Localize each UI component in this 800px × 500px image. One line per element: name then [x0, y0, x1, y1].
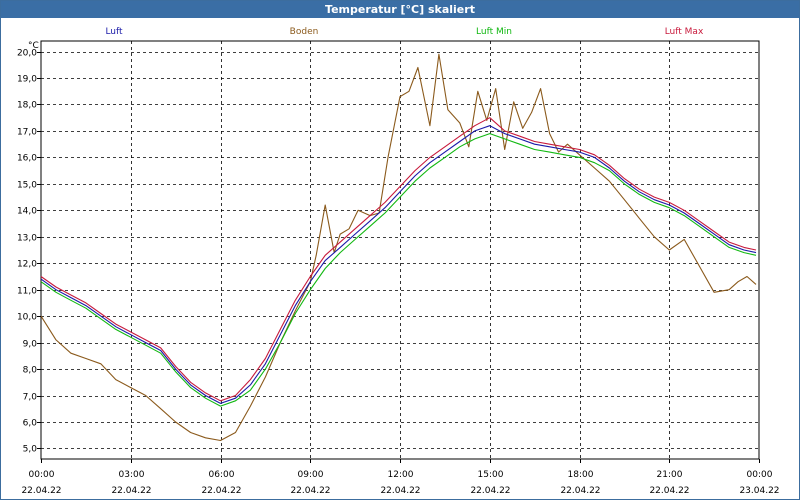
x-tick-date: 22.04.22 — [380, 486, 420, 496]
series-line-luft-max — [40, 117, 757, 402]
y-tick-label: 17,0 — [17, 128, 37, 138]
y-tick-label: 12,0 — [17, 260, 37, 270]
legend-luft-max: Luft Max — [665, 27, 704, 37]
y-tick-label: 5,0 — [23, 445, 38, 455]
y-tick-label: 6,0 — [23, 419, 38, 429]
legend-luft: Luft — [105, 27, 123, 37]
y-tick-label: 19,0 — [17, 75, 37, 85]
y-tick-label: 20,0 — [17, 49, 37, 59]
temperature-chart: Luft Boden Luft Min Luft Max °C 5,0 6,0 7,0 8,… — [17, 27, 780, 496]
legend: Luft Boden Luft Min Luft Max — [105, 27, 704, 37]
x-tick-date: 23.04.22 — [739, 486, 779, 496]
x-tick-time: 21:00 — [657, 470, 683, 480]
y-tick-label: 18,0 — [17, 101, 37, 111]
x-tick-time: 18:00 — [568, 470, 594, 480]
series-line-luft — [40, 125, 757, 404]
legend-luft-min: Luft Min — [476, 27, 512, 37]
x-tick-date: 22.04.22 — [111, 486, 151, 496]
x-axis: 00:00 22.04.22 03:00 22.04.22 06:00 22.04.22 0… — [21, 459, 780, 496]
x-tick-time: 06:00 — [209, 470, 235, 480]
y-tick-label: 16,0 — [17, 154, 37, 164]
x-tick-time: 00:00 — [747, 470, 773, 480]
series-line-boden — [40, 53, 757, 442]
x-tick-date: 22.04.22 — [290, 486, 330, 496]
y-tick-label: 7,0 — [23, 393, 38, 403]
y-tick-label: 14,0 — [17, 207, 37, 217]
series-lines — [40, 53, 757, 442]
y-tick-label: 15,0 — [17, 181, 37, 191]
legend-boden: Boden — [290, 27, 319, 37]
series-line-luft-min — [40, 133, 757, 407]
x-tick-time: 12:00 — [388, 470, 414, 480]
x-tick-date: 22.04.22 — [560, 486, 600, 496]
grid — [41, 41, 759, 459]
y-axis: °C 5,0 6,0 7,0 8,0 9,0 10,0 11,0 12,0 13,0 14,0 15… — [17, 41, 41, 455]
y-axis-unit: °C — [28, 41, 39, 51]
x-tick-time: 00:00 — [29, 470, 55, 480]
window-title: Temperatur [°C] skaliert — [1, 1, 799, 18]
plot-area — [40, 40, 760, 460]
x-tick-time: 03:00 — [119, 470, 145, 480]
x-tick-date: 22.04.22 — [201, 486, 241, 496]
x-tick-time: 15:00 — [478, 470, 504, 480]
x-tick-date: 22.04.22 — [21, 486, 61, 496]
x-tick-time: 09:00 — [298, 470, 324, 480]
y-tick-label: 11,0 — [17, 287, 37, 297]
y-tick-label: 9,0 — [23, 340, 38, 350]
x-tick-date: 22.04.22 — [470, 486, 510, 496]
x-tick-date: 22.04.22 — [649, 486, 689, 496]
y-tick-label: 13,0 — [17, 234, 37, 244]
y-tick-label: 10,0 — [17, 313, 37, 323]
y-tick-label: 8,0 — [23, 366, 38, 376]
